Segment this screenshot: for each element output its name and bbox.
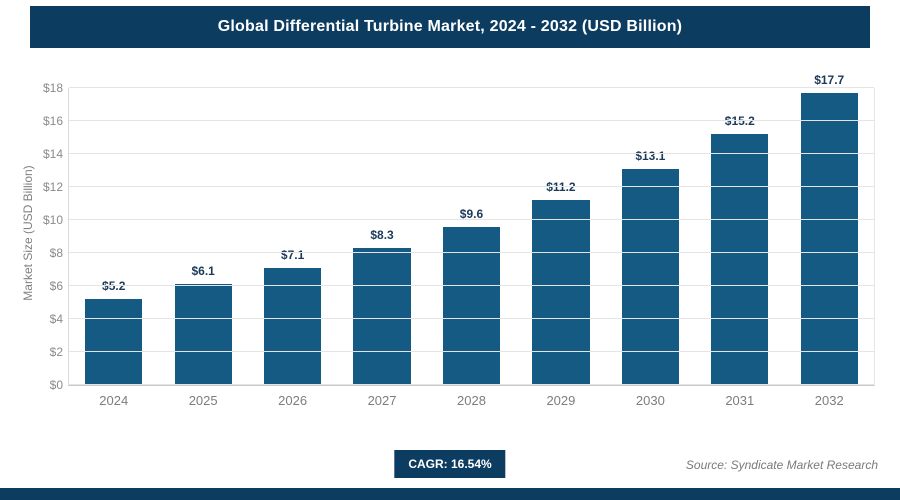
gridline <box>69 285 874 286</box>
gridline <box>69 318 874 320</box>
gridline <box>69 351 874 353</box>
bar <box>353 248 411 385</box>
y-tick-label: $8 <box>49 246 63 261</box>
x-tick-label: 2025 <box>188 393 218 408</box>
gridline <box>69 252 874 254</box>
gridline <box>69 120 874 122</box>
bar <box>711 134 769 385</box>
bar-value-label: $6.1 <box>191 264 215 279</box>
bar-value-label: $15.2 <box>724 114 755 129</box>
bar-value-label: $11.2 <box>546 180 576 195</box>
x-tick-label: 2027 <box>367 393 397 408</box>
bar-group: $5.2 2024 <box>69 88 158 408</box>
y-tick-label: $0 <box>49 378 63 392</box>
source-note: Source: Syndicate Market Research <box>685 458 878 472</box>
bar-group: $6.1 2025 <box>158 88 247 408</box>
x-tick-label: 2031 <box>725 393 755 408</box>
cagr-badge: CAGR: 16.54% <box>394 450 506 478</box>
y-tick-label: $10 <box>42 213 63 227</box>
bar-value-label: $17.7 <box>814 72 845 87</box>
bar-group: $9.6 2028 <box>427 88 516 408</box>
gridline <box>69 153 874 154</box>
y-tick-label: $12 <box>42 180 63 194</box>
bar-group: $7.1 2026 <box>248 88 337 408</box>
chart-footer: CAGR: 16.54% Source: Syndicate Market Re… <box>0 448 900 482</box>
x-tick-label: 2032 <box>814 393 844 408</box>
bar-group: $17.7 2032 <box>785 73 874 408</box>
gridline <box>69 186 874 187</box>
y-tick-label: $14 <box>42 147 63 161</box>
gridline <box>69 219 874 220</box>
bar <box>174 284 232 385</box>
chart-title-bar: Global Differential Turbine Market, 2024… <box>30 6 870 48</box>
y-tick-label: $6 <box>49 279 63 293</box>
bar <box>85 299 143 385</box>
bars-row: $5.2 2024 $6.1 2025 $7.1 2026 $8.3 2027 $9.6 2028… <box>69 73 874 408</box>
chart-area: Market Size (USD Billion) $5.2 2024 $6.1 20… <box>0 60 900 430</box>
gridline <box>69 384 874 385</box>
x-tick-label: 2030 <box>635 393 665 408</box>
y-tick-label: $2 <box>49 345 63 360</box>
chart-title: Global Differential Turbine Market, 2024… <box>217 18 683 35</box>
x-tick-label: 2024 <box>99 393 129 408</box>
bar-group: $13.1 2030 <box>606 88 695 408</box>
gridline <box>69 87 874 88</box>
y-tick-label: $16 <box>42 114 63 129</box>
bar-value-label: $5.2 <box>102 279 126 294</box>
y-tick-label: $4 <box>49 312 63 327</box>
y-axis-title: Market Size (USD Billion) <box>21 165 35 301</box>
bar-group: $8.3 2027 <box>337 88 426 408</box>
bar <box>263 267 322 385</box>
bar-value-label: $13.1 <box>635 148 666 163</box>
bar-value-label: $9.6 <box>459 206 484 221</box>
plot-area: $5.2 2024 $6.1 2025 $7.1 2026 $8.3 2027 $9.6 2028… <box>43 73 875 408</box>
bar-group: $11.2 2029 <box>516 88 605 408</box>
x-tick-label: 2028 <box>457 393 486 408</box>
y-tick-label: $18 <box>42 81 63 95</box>
bottom-accent-strip <box>0 488 900 500</box>
bar <box>532 200 590 385</box>
x-tick-label: 2026 <box>278 393 308 408</box>
bar-group: $15.2 2031 <box>695 88 784 408</box>
x-tick-label: 2029 <box>546 393 576 408</box>
bar <box>800 92 858 385</box>
bar <box>621 168 679 385</box>
bar-value-label: $8.3 <box>370 228 394 243</box>
bar <box>442 226 501 385</box>
bar-value-label: $7.1 <box>280 247 305 262</box>
